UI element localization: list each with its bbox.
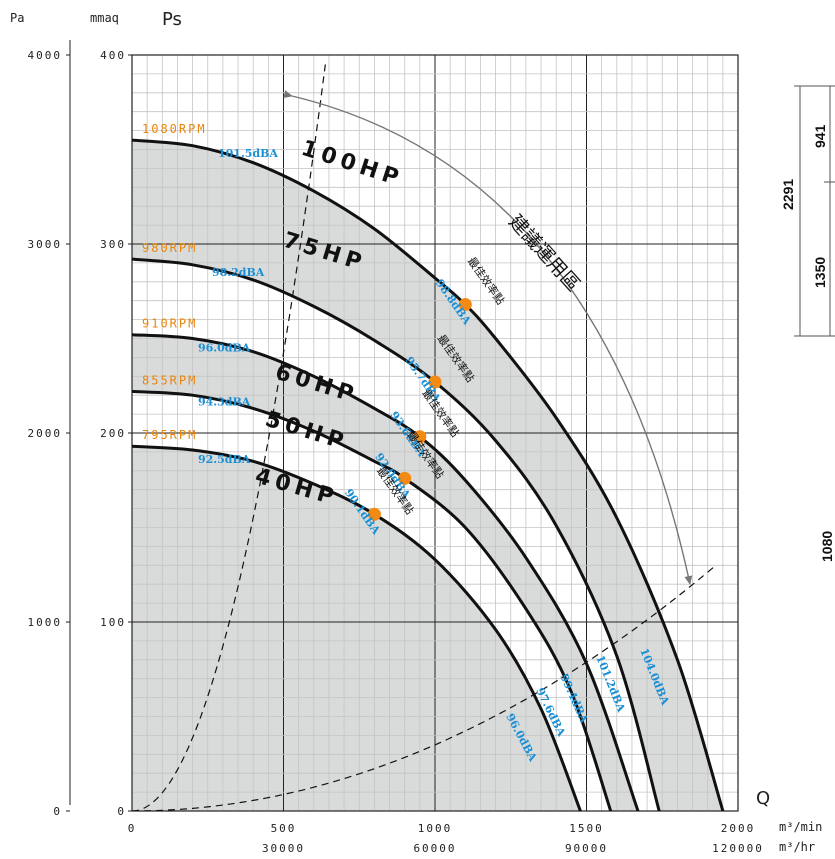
x-tick-label: 500 (271, 822, 297, 835)
shutoff-dba-75hp: 98.2dBA (212, 266, 265, 279)
x2-unit: m³/hr (779, 840, 815, 854)
y-tick-label-mmaq: 0 (117, 805, 126, 818)
shutoff-dba-60hp: 96.0dBA (198, 342, 251, 355)
x2-tick-label: 120000 (712, 842, 764, 855)
system-curve-left (132, 60, 327, 811)
shutoff-dba-100hp: 101.5dBA (218, 147, 278, 160)
chart-title: Ps (162, 9, 182, 30)
dim-label-2291: 2291 (780, 179, 796, 210)
x-tick-label: 0 (128, 822, 137, 835)
x-axis-label: Q (756, 788, 770, 809)
dim-label-1080: 1080 (819, 531, 835, 562)
best-point-label: 最佳效率點 (465, 254, 508, 307)
system-curve-right (132, 566, 715, 811)
y-tick-label-pa: 3000 (28, 238, 63, 251)
y-tick-label-mmaq: 400 (100, 49, 126, 62)
y-tick-label-pa: 2000 (28, 427, 63, 440)
y-unit-pa: Pa (10, 11, 24, 25)
x-tick-label: 1000 (418, 822, 453, 835)
dimension-annotations (794, 85, 835, 337)
x2-tick-label: 90000 (565, 842, 608, 855)
rpm-label-50hp: 855RPM (142, 373, 197, 387)
y-tick-label-pa: 4000 (28, 49, 63, 62)
hp-label-100hp: 100HP (298, 136, 406, 192)
system-curves (132, 60, 715, 811)
x2-tick-label: 30000 (262, 842, 305, 855)
grid-lines (132, 55, 738, 811)
y-tick-label-mmaq: 100 (100, 616, 126, 629)
y-tick-label-pa: 1000 (28, 616, 63, 629)
rpm-label-60hp: 910RPM (142, 317, 197, 331)
y-tick-label-mmaq: 300 (100, 238, 126, 251)
rpm-label-75hp: 980RPM (142, 241, 197, 255)
fill-band-40hp (132, 446, 581, 811)
rpm-label-40hp: 795RPM (142, 428, 197, 442)
x2-tick-label: 60000 (413, 842, 456, 855)
y-tick-label-pa: 0 (53, 805, 62, 818)
y-unit-mmaq: mmaq (90, 11, 119, 25)
recommended-zone-label: 建議運用區 (504, 211, 584, 296)
shutoff-dba-40hp: 92.5dBA (198, 453, 251, 466)
x-tick-label: 2000 (721, 822, 756, 835)
dim-label-1350: 1350 (812, 257, 828, 288)
y-tick-label-mmaq: 200 (100, 427, 126, 440)
x-unit: m³/min (779, 820, 822, 834)
dim-label-941: 941 (812, 124, 828, 148)
rpm-label-100hp: 1080RPM (142, 122, 207, 136)
x-tick-label: 1500 (569, 822, 604, 835)
shutoff-dba-50hp: 94.3dBA (198, 395, 251, 408)
recommended-zone-arrow (283, 90, 693, 585)
